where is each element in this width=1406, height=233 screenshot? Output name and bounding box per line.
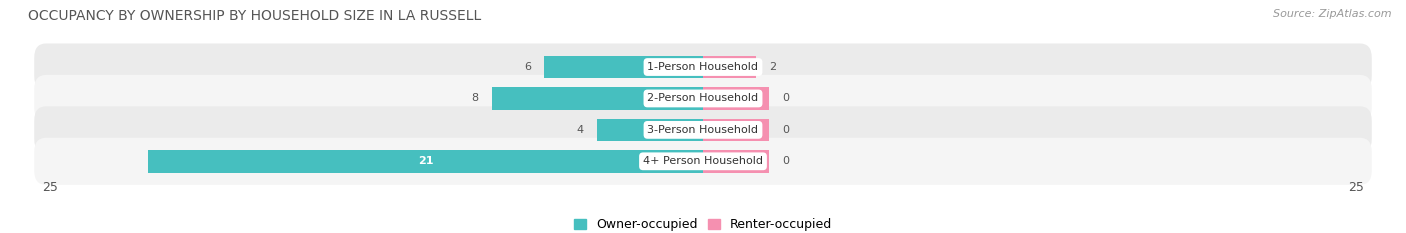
Bar: [703, 119, 769, 141]
Text: 25: 25: [42, 181, 58, 194]
Text: 1-Person Household: 1-Person Household: [648, 62, 758, 72]
Text: 0: 0: [782, 125, 789, 135]
Text: 0: 0: [782, 93, 789, 103]
FancyBboxPatch shape: [34, 44, 1372, 91]
Text: 4: 4: [576, 125, 583, 135]
Text: 25: 25: [1348, 181, 1364, 194]
Legend: Owner-occupied, Renter-occupied: Owner-occupied, Renter-occupied: [568, 213, 838, 233]
Text: 4+ Person Household: 4+ Person Household: [643, 156, 763, 166]
FancyBboxPatch shape: [34, 138, 1372, 185]
Bar: [544, 56, 703, 78]
Bar: [703, 150, 769, 173]
Text: 2-Person Household: 2-Person Household: [647, 93, 759, 103]
Text: 6: 6: [524, 62, 531, 72]
Text: OCCUPANCY BY OWNERSHIP BY HOUSEHOLD SIZE IN LA RUSSELL: OCCUPANCY BY OWNERSHIP BY HOUSEHOLD SIZE…: [28, 9, 481, 23]
Text: Source: ZipAtlas.com: Source: ZipAtlas.com: [1274, 9, 1392, 19]
Bar: [492, 87, 703, 110]
Bar: [598, 119, 703, 141]
FancyBboxPatch shape: [34, 106, 1372, 154]
Bar: [703, 87, 769, 110]
Text: 3-Person Household: 3-Person Household: [648, 125, 758, 135]
Text: 0: 0: [782, 156, 789, 166]
Text: 2: 2: [769, 62, 776, 72]
Text: 21: 21: [418, 156, 433, 166]
FancyBboxPatch shape: [34, 75, 1372, 122]
Text: 8: 8: [471, 93, 478, 103]
Bar: [703, 56, 756, 78]
Bar: [148, 150, 703, 173]
